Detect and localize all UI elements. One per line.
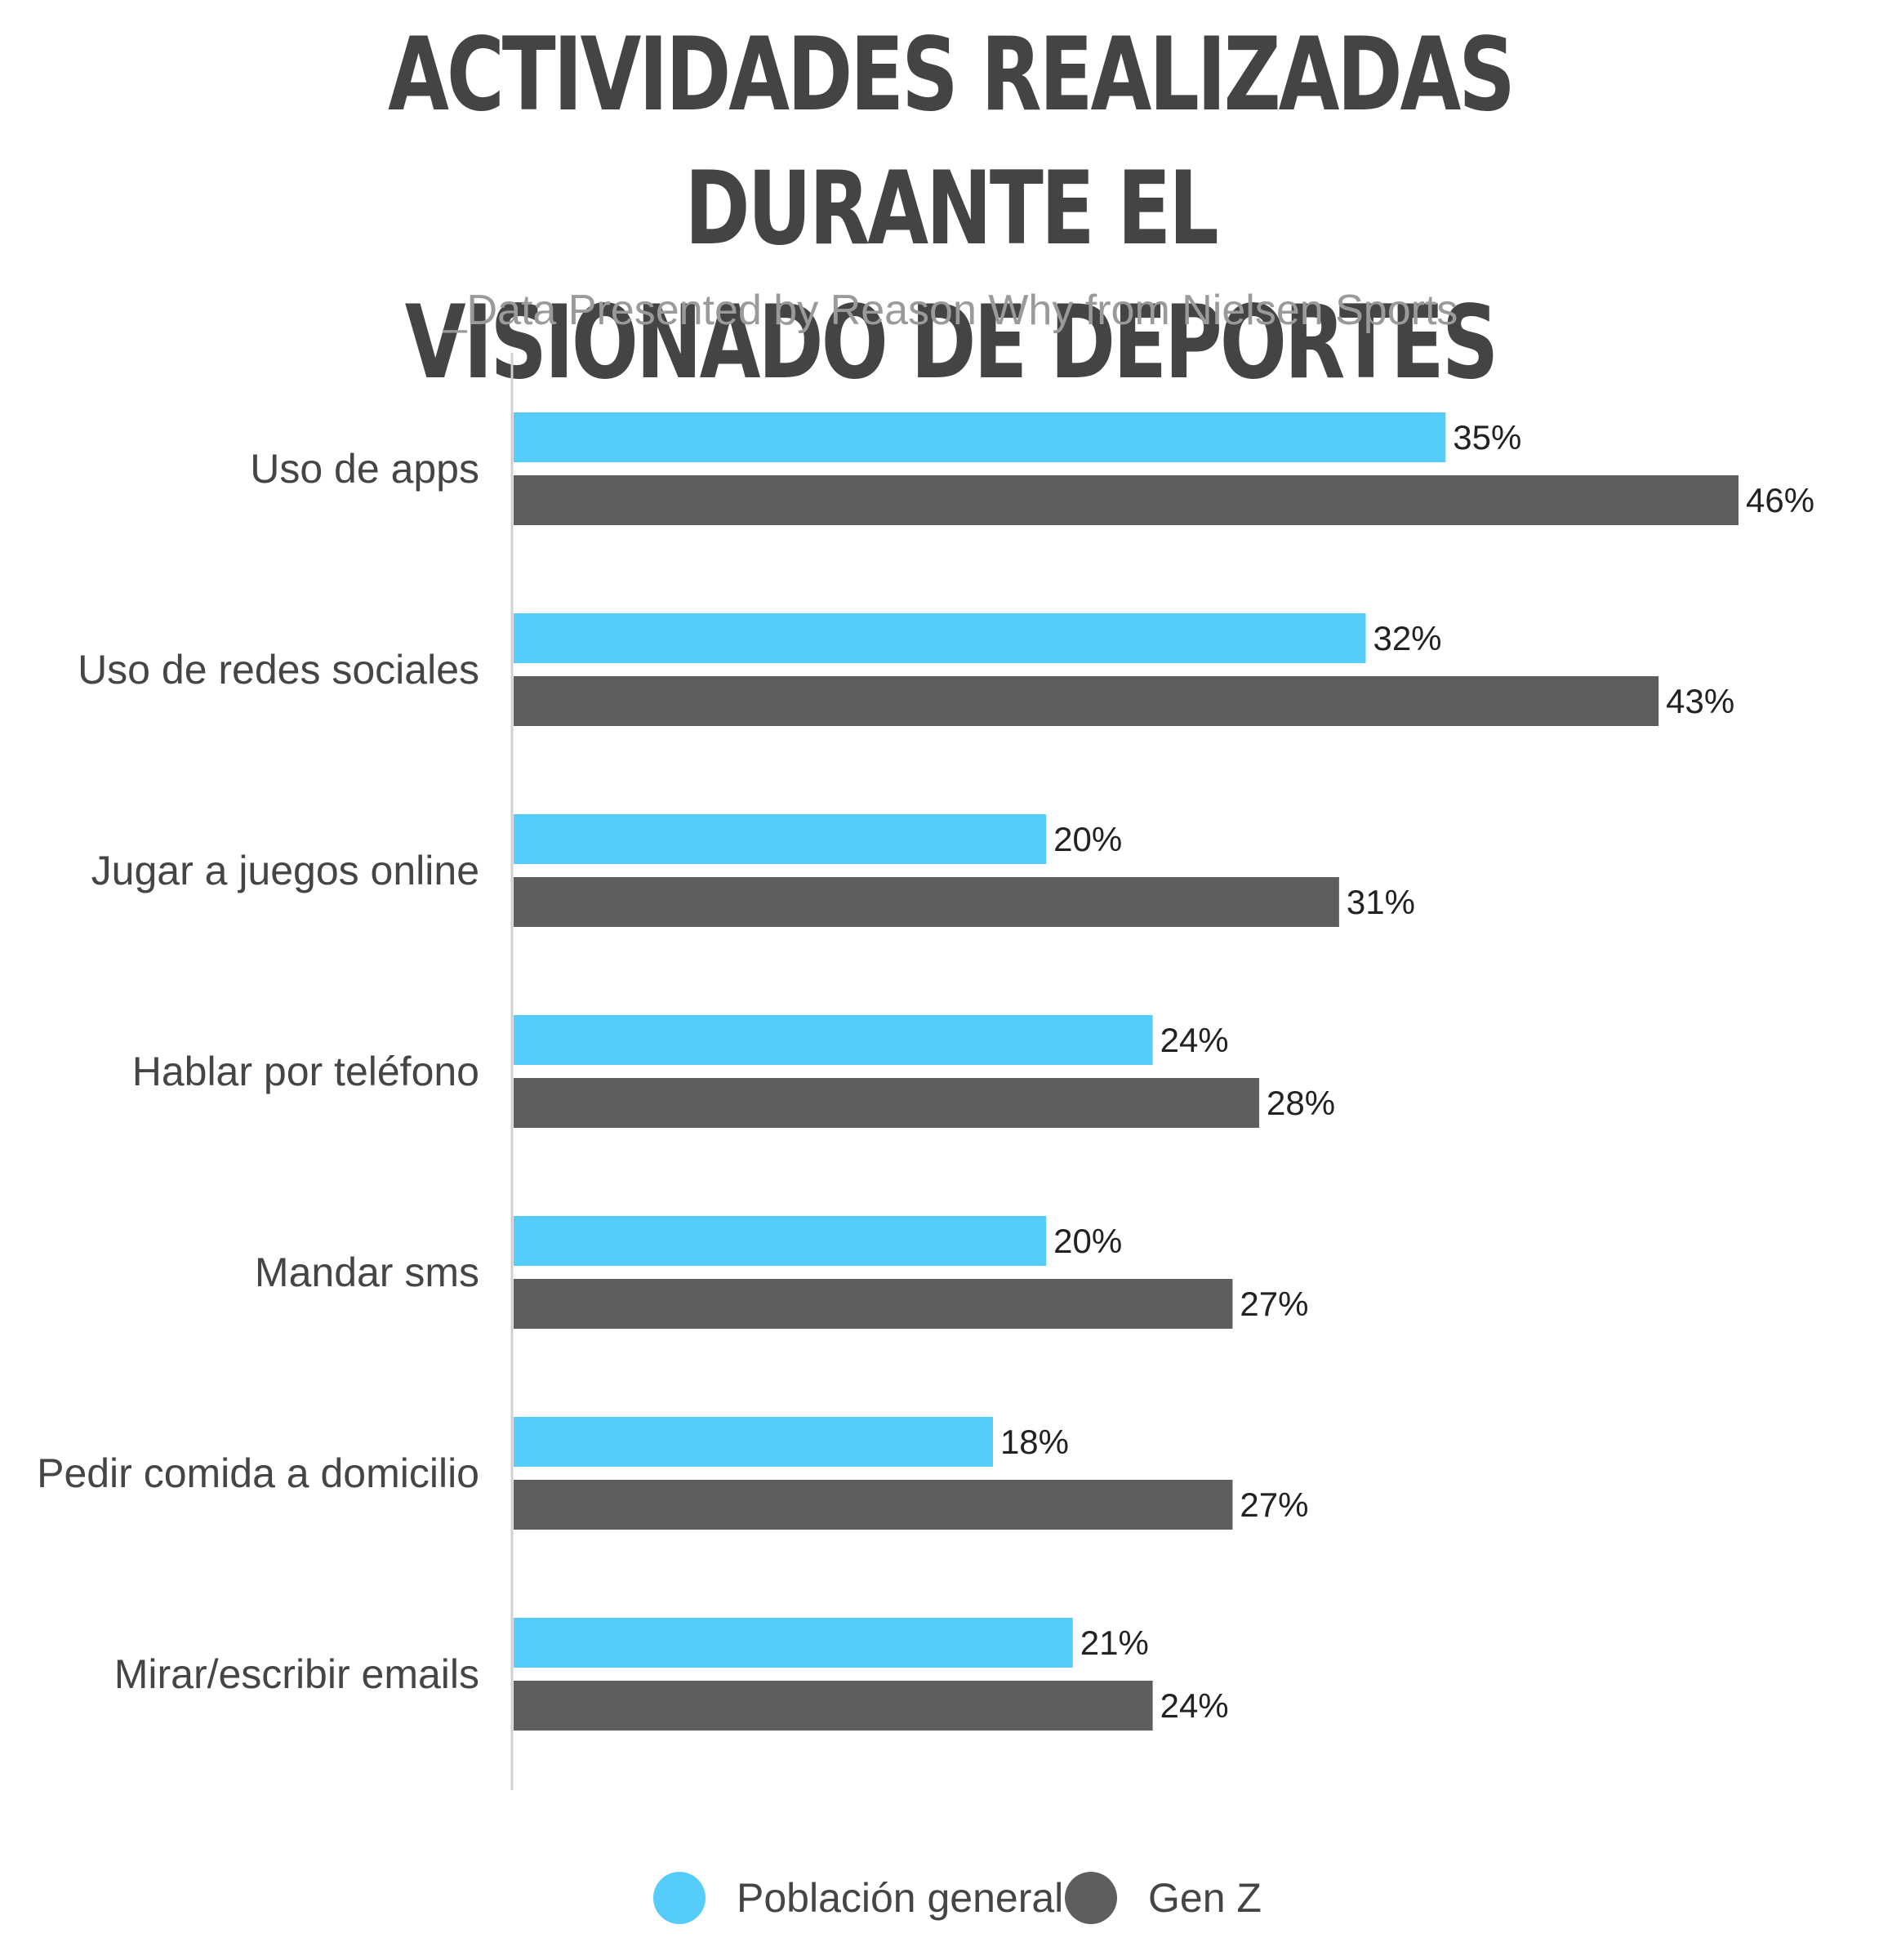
data-label: 46% [1746, 481, 1814, 519]
legend-swatch [653, 1872, 706, 1924]
category-label: Pedir comida a domicilio [37, 1450, 479, 1496]
chart-subtitle: _Data Presented by Reason Why from Niels… [443, 287, 1458, 334]
bar-gen-z [514, 1279, 1233, 1329]
bar-poblacion-general [514, 1015, 1153, 1065]
category-label: Mandar sms [255, 1250, 479, 1295]
data-label: 31% [1347, 883, 1415, 921]
bar-gen-z [514, 676, 1659, 726]
category-label: Mirar/escribir emails [114, 1651, 479, 1697]
bars-layer: Uso de apps 35% 46% Uso de redes sociales 32… [37, 412, 1814, 1731]
bar-poblacion-general [514, 613, 1366, 663]
data-label: 24% [1160, 1021, 1229, 1059]
bar-gen-z [514, 1681, 1153, 1731]
data-label: 28% [1267, 1084, 1335, 1122]
bar-gen-z [514, 1078, 1260, 1128]
category-label: Jugar a juegos online [91, 848, 479, 893]
category-label: Uso de redes sociales [78, 647, 479, 693]
data-label: 18% [1000, 1423, 1069, 1461]
bar-poblacion-general [514, 814, 1047, 864]
data-label: 20% [1053, 1222, 1122, 1260]
chart-title-line-1: ACTIVIDADES REALIZADAS DURANTE EL [388, 16, 1516, 268]
bar-gen-z [514, 877, 1339, 927]
data-label: 24% [1160, 1686, 1229, 1725]
bar-poblacion-general [514, 1618, 1073, 1668]
bar-poblacion-general [514, 1417, 993, 1467]
category-label: Uso de apps [250, 446, 479, 492]
data-label: 21% [1080, 1624, 1149, 1662]
category-label: Hablar por teléfono [132, 1049, 479, 1094]
bar-poblacion-general [514, 412, 1446, 462]
data-label: 27% [1240, 1285, 1308, 1323]
legend-swatch [1065, 1872, 1117, 1924]
data-label: 32% [1373, 619, 1441, 657]
data-label: 43% [1666, 682, 1734, 720]
data-label: 27% [1240, 1486, 1308, 1524]
chart-title: ACTIVIDADES REALIZADAS DURANTE EL VISION… [209, 8, 1692, 410]
chart-title-line-2: VISIONADO DE DEPORTES [404, 284, 1499, 402]
bar-gen-z [514, 1480, 1233, 1530]
legend: Población general Gen Z [653, 1872, 1262, 1924]
legend-label: Población general [737, 1875, 1063, 1921]
data-label: 20% [1053, 820, 1122, 858]
bar-poblacion-general [514, 1216, 1047, 1266]
legend-label: Gen Z [1148, 1875, 1262, 1921]
data-label: 35% [1453, 418, 1521, 457]
bar-gen-z [514, 475, 1739, 525]
